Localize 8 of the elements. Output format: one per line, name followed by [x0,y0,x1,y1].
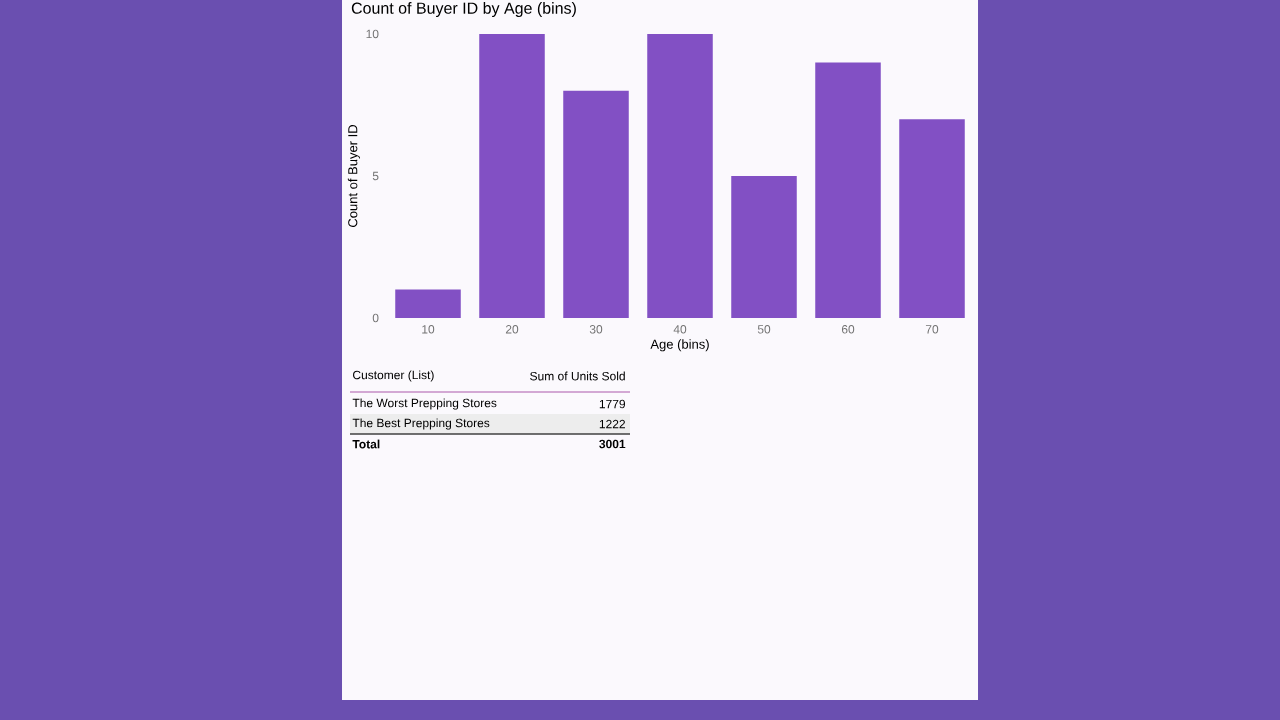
bar [395,289,461,318]
bar [731,175,797,318]
bar [563,90,629,318]
bar [815,62,881,318]
chart-title: Count of Buyer ID by Age (bins) [351,2,576,17]
bar [479,33,545,318]
bar [899,119,965,318]
bar [647,33,713,318]
